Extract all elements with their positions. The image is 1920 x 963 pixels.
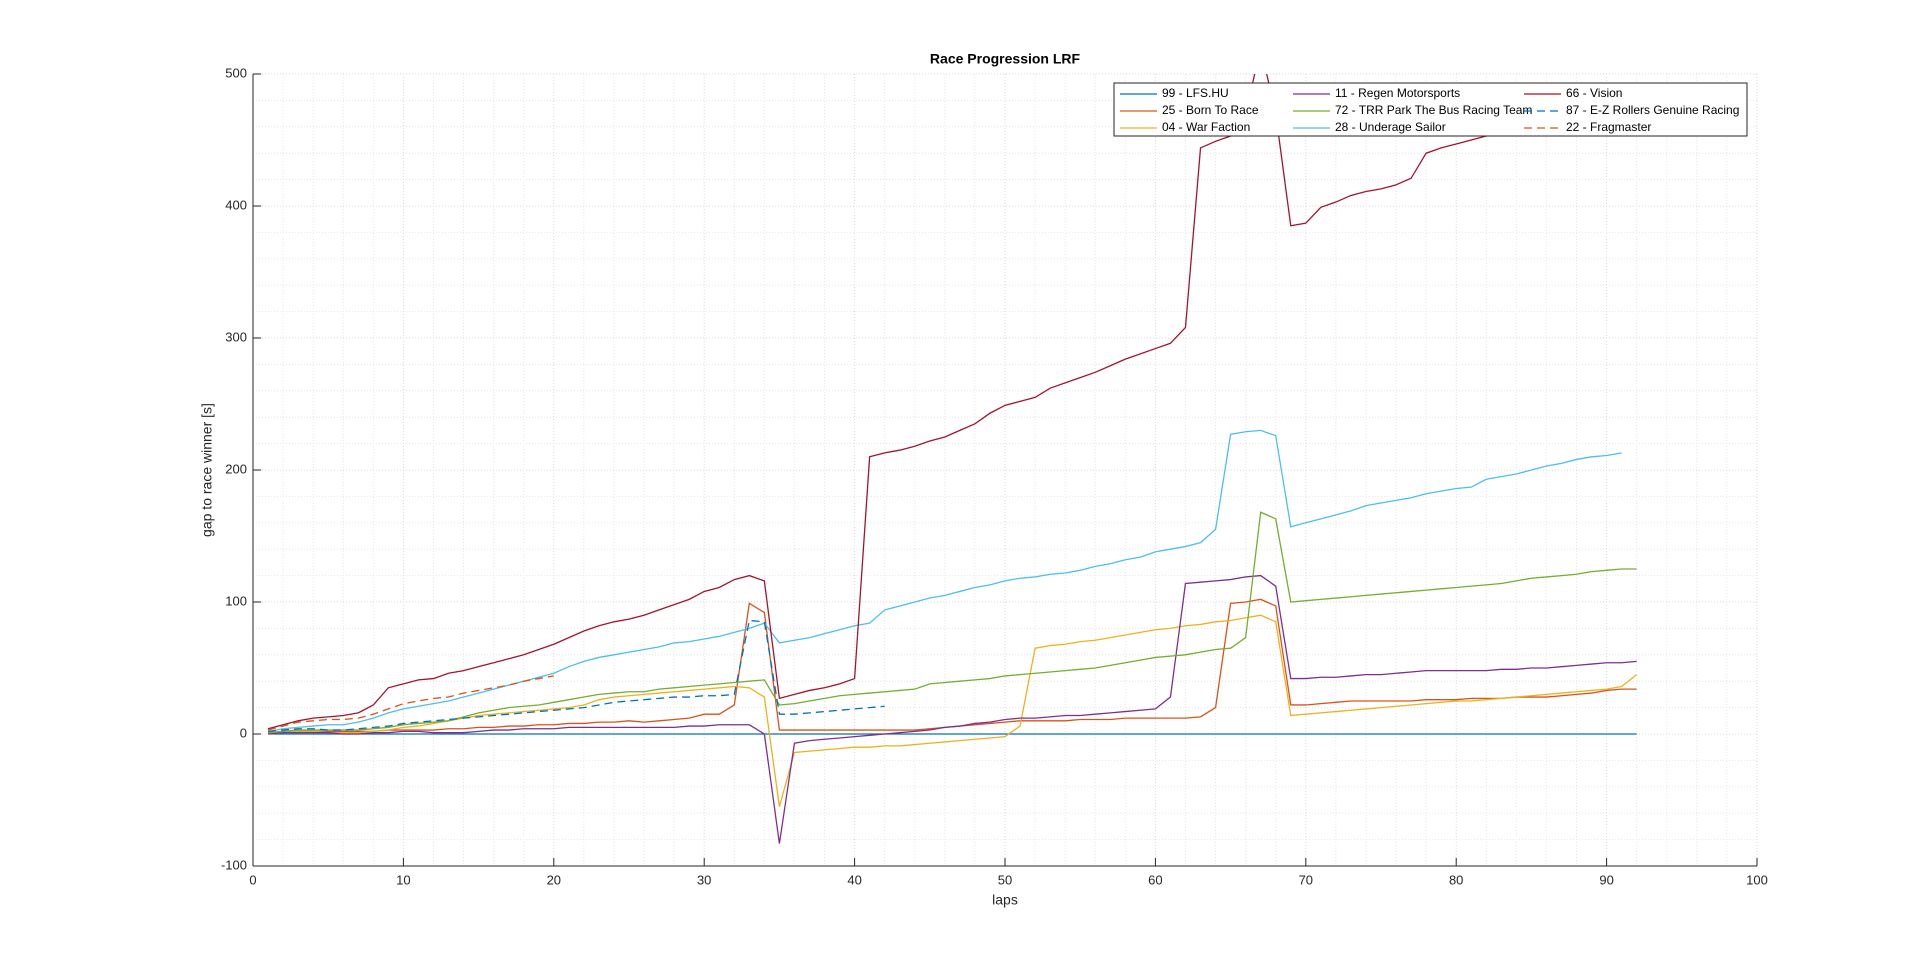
series-line	[267, 614, 1638, 807]
y-tick-label: -100	[221, 857, 247, 872]
y-tick-label: 400	[225, 197, 247, 212]
y-tick-label: 100	[225, 593, 247, 608]
legend-label: 04 - War Faction	[1162, 120, 1250, 134]
series-line	[267, 511, 1637, 734]
legend-label: 72 - TRR Park The Bus Racing Team	[1335, 103, 1532, 117]
chart-title: Race Progression LRF	[930, 51, 1081, 67]
x-tick-label: 40	[847, 872, 861, 887]
x-tick-label: 10	[396, 872, 410, 887]
legend: 99 - LFS.HU 25 - Born To Race 04 - War Fac…	[1113, 82, 1748, 137]
x-tick-label: 70	[1299, 872, 1313, 887]
legend-label: 99 - LFS.HU	[1162, 86, 1229, 100]
series-lines	[267, 74, 1638, 844]
legend-label: 22 - Fragmaster	[1566, 120, 1651, 134]
y-tick-label: 300	[225, 329, 247, 344]
legend-label: 25 - Born To Race	[1162, 103, 1259, 117]
x-tick-label: 20	[547, 872, 561, 887]
series-line	[267, 574, 1637, 844]
y-tick-label: 0	[240, 725, 247, 740]
x-tick-label: 100	[1746, 872, 1768, 887]
y-axis-label: gap to race winner [s]	[199, 403, 215, 537]
legend-box	[1113, 82, 1748, 137]
x-tick-label: 80	[1449, 872, 1463, 887]
legend-label: 87 - E-Z Rollers Genuine Racing	[1566, 103, 1739, 117]
x-tick-label: 90	[1599, 872, 1613, 887]
series-line	[267, 429, 1622, 733]
series-line	[267, 619, 885, 733]
x-tick-label: 60	[1148, 872, 1162, 887]
series-line	[267, 74, 1637, 730]
legend-label: 28 - Underage Sailor	[1335, 120, 1446, 134]
x-tick-label: 30	[697, 872, 711, 887]
y-tick-label: 200	[225, 461, 247, 476]
legend-label: 66 - Vision	[1566, 86, 1622, 100]
y-tick-label: 500	[225, 65, 247, 80]
x-tick-label: 0	[249, 872, 256, 887]
x-axis-label: laps	[992, 892, 1018, 908]
axes: 0 10 20 30 40 50 60 70 80 90 100-10001002003004005…	[221, 65, 1768, 887]
legend-label: 11 - Regen Motorsports	[1335, 86, 1460, 100]
series-line	[267, 675, 554, 731]
x-tick-label: 50	[998, 872, 1012, 887]
